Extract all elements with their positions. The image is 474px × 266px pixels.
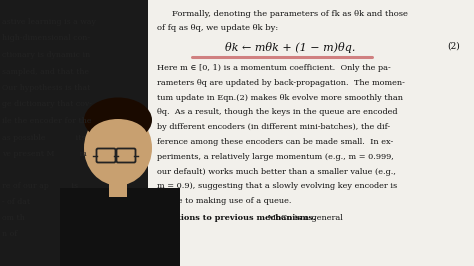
Text: ge dictionary that cov-: ge dictionary that cov- xyxy=(2,101,92,109)
Text: ile the encoder for the: ile the encoder for the xyxy=(2,117,91,125)
Text: ference among these encoders can be made small.  In ex-: ference among these encoders can be made… xyxy=(157,138,393,146)
Text: om th: om th xyxy=(2,214,25,222)
Text: high-dimensional con-: high-dimensional con- xyxy=(2,35,90,43)
Ellipse shape xyxy=(84,98,152,143)
FancyBboxPatch shape xyxy=(109,182,127,197)
Text: sampled, and that the: sampled, and that the xyxy=(2,68,89,76)
Text: MoCo is a general: MoCo is a general xyxy=(265,214,343,222)
Text: periments, a relatively large momentum (e.g., m = 0.999,: periments, a relatively large momentum (… xyxy=(157,153,394,161)
Ellipse shape xyxy=(88,119,148,157)
Text: - of dat: - of dat xyxy=(2,198,30,206)
Text: Here m ∈ [0, 1) is a momentum coefficient.  Only the pa-: Here m ∈ [0, 1) is a momentum coefficien… xyxy=(157,64,391,72)
FancyBboxPatch shape xyxy=(148,0,474,266)
FancyBboxPatch shape xyxy=(0,0,205,266)
Text: n of: n of xyxy=(2,230,17,238)
Text: m = 0.9), suggesting that a slowly evolving key encoder is: m = 0.9), suggesting that a slowly evolv… xyxy=(157,182,397,190)
Text: our default) works much better than a smaller value (e.g.,: our default) works much better than a sm… xyxy=(157,168,396,176)
Text: θq.  As a result, though the keys in the queue are encoded: θq. As a result, though the keys in the … xyxy=(157,109,398,117)
FancyBboxPatch shape xyxy=(60,188,180,266)
Ellipse shape xyxy=(84,110,152,185)
Text: ve present M          m: ve present M m xyxy=(2,150,87,158)
Text: θk ← mθk + (1 − m)θq.: θk ← mθk + (1 − m)θq. xyxy=(225,42,355,53)
Text: Formally, denoting the parameters of fk as θk and those: Formally, denoting the parameters of fk … xyxy=(172,10,408,18)
Text: of fq as θq, we update θk by:: of fq as θq, we update θk by: xyxy=(157,24,278,32)
Text: re of our ap         is: re of our ap is xyxy=(2,182,78,190)
Text: tum update in Eqn.(2) makes θk evolve more smoothly than: tum update in Eqn.(2) makes θk evolve mo… xyxy=(157,94,403,102)
Text: rameters θq are updated by back-propagation.  The momen-: rameters θq are updated by back-propagat… xyxy=(157,79,405,87)
Text: as possible            its: as possible its xyxy=(2,134,85,142)
Text: ctionary is dynamic in: ctionary is dynamic in xyxy=(2,51,90,59)
Text: by different encoders (in different mini-batches), the dif-: by different encoders (in different mini… xyxy=(157,123,390,131)
Text: (2): (2) xyxy=(447,42,460,51)
Text: Our hypothesis is that: Our hypothesis is that xyxy=(2,84,91,92)
Text: a core to making use of a queue.: a core to making use of a queue. xyxy=(157,197,292,205)
Text: Relations to previous mechanisms.: Relations to previous mechanisms. xyxy=(157,214,316,222)
Text: astive learning is a way: astive learning is a way xyxy=(2,18,96,26)
